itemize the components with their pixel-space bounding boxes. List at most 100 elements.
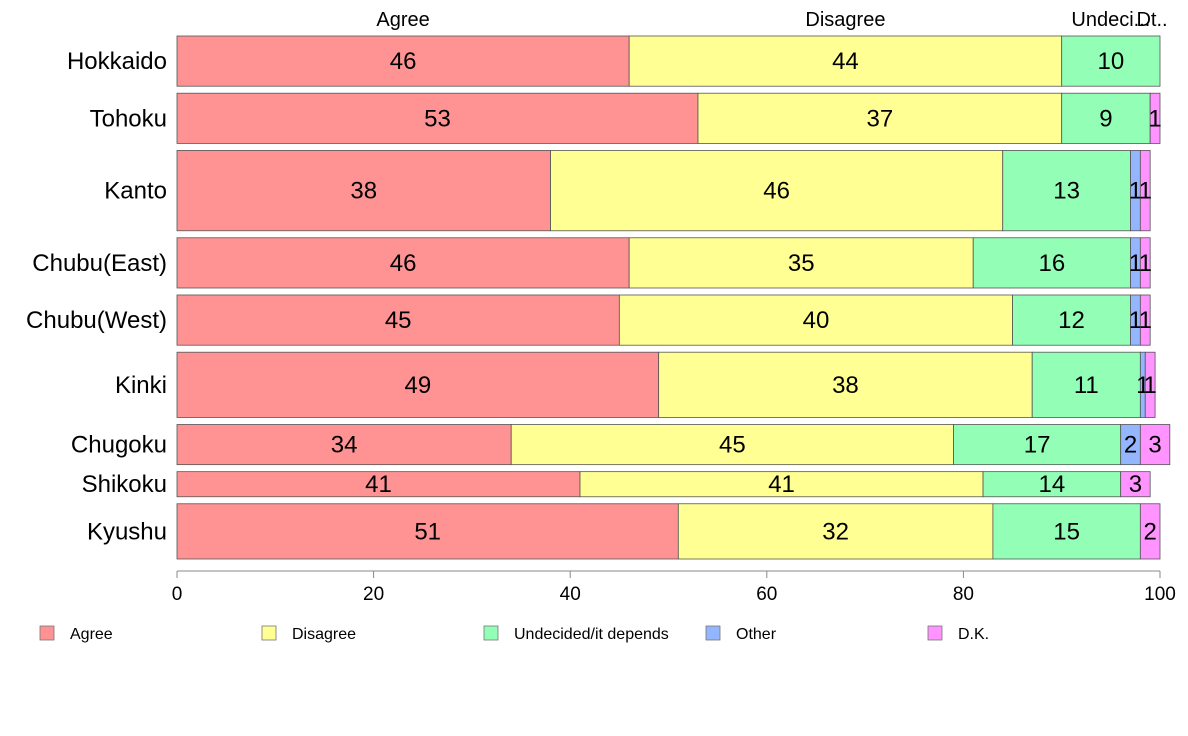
data-label: 16 bbox=[1039, 250, 1066, 277]
data-label: 1 bbox=[1129, 178, 1142, 205]
bar-segment-d-k- bbox=[1139, 150, 1151, 232]
bar-segment-undecided-it-depends bbox=[1002, 150, 1131, 232]
bar-segment-disagree bbox=[697, 92, 1063, 144]
data-label: 1 bbox=[1143, 372, 1156, 399]
data-label: 46 bbox=[390, 250, 417, 277]
data-label: 37 bbox=[866, 105, 893, 132]
bar-segment-d-k- bbox=[1139, 294, 1151, 346]
x-tick-label: 40 bbox=[560, 584, 581, 605]
bar-segment-agree bbox=[176, 237, 630, 289]
bar-segment-agree bbox=[176, 92, 699, 144]
bar-segment-d-k- bbox=[1120, 471, 1151, 498]
top-label: Dt.. bbox=[1136, 9, 1167, 31]
data-label: 40 bbox=[803, 307, 830, 334]
data-label: 12 bbox=[1058, 307, 1085, 334]
data-label: 1 bbox=[1129, 307, 1142, 334]
data-label: 53 bbox=[424, 105, 451, 132]
legend-item: D.K. bbox=[927, 625, 989, 643]
bar-segment-disagree bbox=[628, 237, 974, 289]
data-label: 2 bbox=[1124, 432, 1137, 459]
bar-segment-d-k- bbox=[1144, 351, 1156, 418]
legend-label: Undecided/it depends bbox=[514, 626, 669, 643]
bar-segment-d-k- bbox=[1139, 424, 1171, 466]
bar-row-kinki: Kinki 49 38 11 11 bbox=[115, 351, 1157, 418]
category-label: Hokkaido bbox=[67, 48, 167, 75]
legend-item: Agree bbox=[39, 625, 113, 643]
data-label: 34 bbox=[331, 432, 358, 459]
bar-segment-d-k- bbox=[1139, 503, 1161, 560]
x-tick-label: 60 bbox=[756, 584, 777, 605]
data-label: 1 bbox=[1139, 178, 1152, 205]
data-label: 45 bbox=[719, 432, 746, 459]
data-label: 2 bbox=[1143, 518, 1156, 545]
data-label: 44 bbox=[832, 48, 859, 75]
bar-segment-agree bbox=[176, 294, 620, 346]
data-label: 38 bbox=[350, 178, 377, 205]
x-tick-label: 0 bbox=[172, 584, 183, 605]
legend-item: Disagree bbox=[261, 625, 356, 643]
category-label: Kanto bbox=[104, 178, 167, 205]
bar-row-shikoku: Shikoku 41 41 14 3 bbox=[82, 471, 1151, 498]
data-label: 41 bbox=[768, 471, 795, 498]
category-label: Chubu(West) bbox=[26, 307, 167, 334]
data-label: 45 bbox=[385, 307, 412, 334]
bar-segment-disagree bbox=[579, 471, 984, 498]
bar-segment-undecided-it-depends bbox=[1012, 294, 1131, 346]
x-tick-label: 20 bbox=[363, 584, 384, 605]
bar-segment-undecided-it-depends bbox=[992, 503, 1141, 560]
data-label: 1 bbox=[1139, 250, 1152, 277]
bar-segment-d-k- bbox=[1139, 237, 1151, 289]
data-label: 1 bbox=[1148, 105, 1161, 132]
bar-segment-undecided-it-depends bbox=[972, 237, 1131, 289]
category-label: Kinki bbox=[115, 372, 167, 399]
bar-segment-undecided-it-depends bbox=[1031, 351, 1141, 418]
legend-swatch bbox=[483, 625, 499, 641]
bar-segment-disagree bbox=[510, 424, 954, 466]
legend-label: Agree bbox=[70, 626, 113, 643]
top-label: Undeci... bbox=[1071, 9, 1150, 31]
top-label: Disagree bbox=[805, 9, 885, 31]
data-label: 32 bbox=[822, 518, 849, 545]
bar-segment-disagree bbox=[618, 294, 1013, 346]
data-label: 41 bbox=[365, 471, 392, 498]
x-tick-label: 80 bbox=[953, 584, 974, 605]
category-label: Shikoku bbox=[82, 471, 167, 498]
top-label: Agree bbox=[376, 9, 429, 31]
legend: Agree Disagree Undecided/it depends Other D.… bbox=[39, 625, 989, 643]
bar-segment-agree bbox=[176, 424, 512, 466]
category-label: Chubu(East) bbox=[32, 250, 167, 277]
data-label: 14 bbox=[1039, 471, 1066, 498]
data-label: 38 bbox=[832, 372, 859, 399]
bar-row-kanto: Kanto 38 46 13 11 bbox=[104, 150, 1152, 232]
bar-segment-undecided-it-depends bbox=[1061, 35, 1161, 87]
data-label: 10 bbox=[1097, 48, 1124, 75]
legend-label: D.K. bbox=[958, 626, 989, 643]
data-label: 9 bbox=[1099, 105, 1112, 132]
x-axis: 0 20 40 60 80 100 bbox=[172, 570, 1176, 605]
bar-row-chugoku: Chugoku 34 45 17 2 3 bbox=[71, 424, 1171, 466]
legend-swatch bbox=[261, 625, 277, 641]
category-label: Chugoku bbox=[71, 432, 167, 459]
data-label: 13 bbox=[1053, 178, 1080, 205]
data-label: 3 bbox=[1129, 471, 1142, 498]
bar-segment-disagree bbox=[550, 150, 1004, 232]
legend-item: Undecided/it depends bbox=[483, 625, 669, 643]
category-label: Tohoku bbox=[90, 105, 167, 132]
bar-segment-undecided-it-depends bbox=[1061, 92, 1151, 144]
top-labels: Agree Disagree Undeci...Dt.. bbox=[376, 9, 1167, 31]
legend-label: Other bbox=[736, 626, 777, 643]
data-label: 17 bbox=[1024, 432, 1051, 459]
data-label: 15 bbox=[1053, 518, 1080, 545]
bar-segment-agree bbox=[176, 150, 551, 232]
data-label: 3 bbox=[1148, 432, 1161, 459]
data-label: 11 bbox=[1074, 372, 1099, 399]
bar-row-kyushu: Kyushu 51 32 15 2 bbox=[87, 503, 1161, 560]
bar-segment-agree bbox=[176, 503, 679, 560]
bar-row-chubu-east-: Chubu(East) 46 35 16 11 bbox=[32, 237, 1152, 289]
data-label: 51 bbox=[414, 518, 441, 545]
bar-segment-disagree bbox=[658, 351, 1033, 418]
data-label: 1 bbox=[1129, 250, 1142, 277]
bar-row-tohoku: Tohoku 53 37 9 1 bbox=[90, 92, 1162, 144]
